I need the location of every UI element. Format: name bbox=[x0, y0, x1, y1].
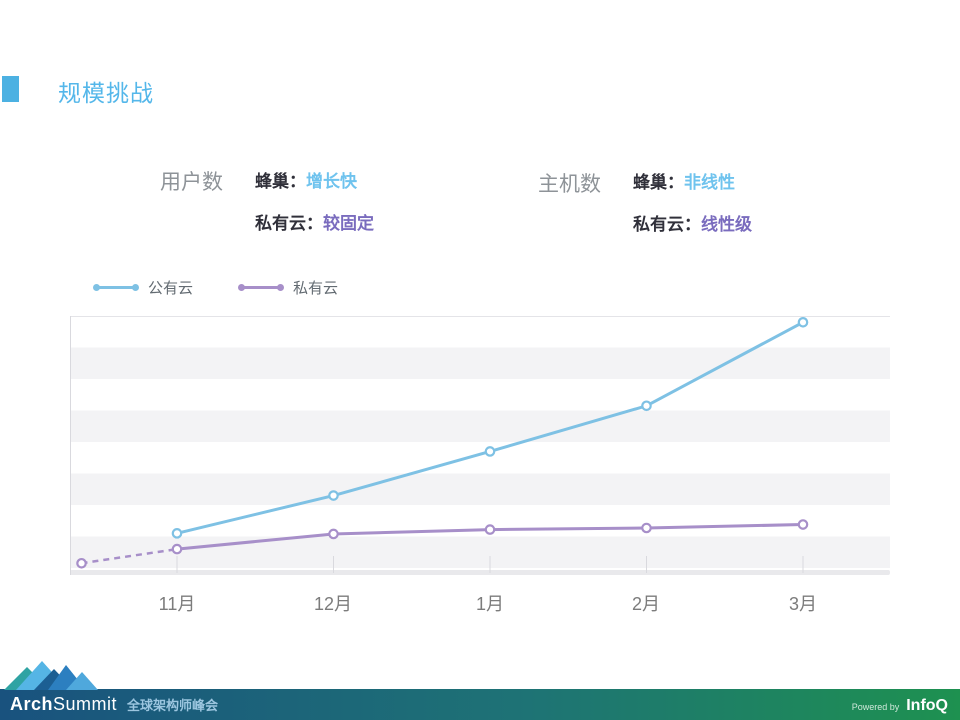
legend-line-marker bbox=[238, 283, 284, 292]
data-point-marker bbox=[641, 400, 652, 412]
legend-dot-icon bbox=[132, 283, 139, 291]
chart-grid-stripe bbox=[70, 410, 890, 442]
info-key: 蜂巢 bbox=[633, 173, 667, 192]
infoq-logo: InfoQ bbox=[906, 697, 948, 714]
info-value: 线性级 bbox=[701, 215, 752, 234]
info-value: 增长快 bbox=[306, 172, 357, 191]
hosts-count-rows: 蜂巢：非线性 私有云：线性级 bbox=[633, 168, 752, 252]
x-axis-baseline bbox=[70, 570, 890, 575]
x-axis-label: 12月 bbox=[313, 594, 353, 614]
data-point-marker bbox=[76, 557, 87, 569]
info-sep: ： bbox=[667, 173, 684, 192]
legend-label: 私有云 bbox=[293, 279, 339, 297]
x-axis-label: 11月 bbox=[158, 594, 196, 614]
data-point-marker bbox=[171, 543, 183, 555]
powered-by: Powered by InfoQ bbox=[852, 697, 948, 715]
chart-grid-stripe bbox=[70, 316, 890, 348]
footer-bar bbox=[0, 689, 960, 720]
chart-grid-stripe bbox=[70, 536, 890, 568]
users-count-rows: 蜂巢：增长快 私有云：较固定 bbox=[255, 167, 374, 251]
chart-grid-stripe bbox=[70, 442, 890, 474]
page-title: 规模挑战 bbox=[58, 80, 154, 106]
info-sep: ： bbox=[684, 215, 701, 234]
info-row-honeycomb-users: 蜂巢：增长快 bbox=[255, 167, 374, 192]
data-point-marker bbox=[641, 522, 652, 534]
data-point-marker bbox=[328, 490, 339, 501]
legend-line bbox=[240, 285, 282, 289]
footer-brand: Arch Summit 全球架构师峰会 bbox=[10, 694, 218, 715]
info-value: 非线性 bbox=[684, 173, 735, 192]
chart-grid-stripe bbox=[70, 473, 890, 505]
line-chart bbox=[70, 316, 890, 575]
users-count-heading: 用户数 bbox=[160, 171, 223, 194]
data-point-marker bbox=[328, 528, 339, 540]
archsummit-mountain-logo-icon bbox=[4, 661, 98, 690]
data-point-marker bbox=[797, 519, 809, 530]
series-leadin-dashed bbox=[81, 547, 178, 565]
legend-dot-icon bbox=[93, 283, 100, 291]
legend-item-private-cloud: 私有云 bbox=[238, 280, 338, 297]
chart-grid-stripe bbox=[70, 347, 890, 379]
legend-label: 公有云 bbox=[148, 279, 194, 297]
legend-item-public-cloud: 公有云 bbox=[93, 280, 193, 297]
info-row-private-cloud-hosts: 私有云：线性级 bbox=[633, 210, 752, 235]
x-axis-label: 3月 bbox=[788, 594, 817, 614]
info-key: 私有云 bbox=[633, 215, 684, 234]
x-axis-label: 1月 bbox=[475, 594, 504, 614]
info-sep: ： bbox=[289, 172, 306, 191]
data-point-marker bbox=[797, 317, 809, 328]
legend-dot-icon bbox=[238, 283, 245, 291]
title-accent-square bbox=[2, 76, 19, 102]
chart-grid-stripe bbox=[70, 379, 890, 411]
info-row-honeycomb-hosts: 蜂巢：非线性 bbox=[633, 168, 752, 193]
hosts-count-heading: 主机数 bbox=[538, 173, 601, 196]
info-row-private-cloud-users: 私有云：较固定 bbox=[255, 209, 374, 234]
legend-line-marker bbox=[93, 283, 139, 292]
brand-subtitle: 全球架构师峰会 bbox=[127, 698, 219, 713]
brand-name-rest: Summit bbox=[53, 694, 118, 714]
info-value: 较固定 bbox=[323, 214, 374, 233]
brand-name-bold: Arch bbox=[10, 694, 54, 714]
chart-grid-stripe bbox=[70, 505, 890, 537]
powered-by-text: Powered by bbox=[851, 702, 900, 712]
x-axis-label: 2月 bbox=[631, 594, 660, 614]
legend-dot-icon bbox=[277, 283, 284, 291]
info-sep: ： bbox=[306, 214, 323, 233]
data-point-marker bbox=[484, 524, 496, 535]
info-key: 蜂巢 bbox=[255, 172, 289, 191]
legend-line bbox=[95, 285, 137, 289]
data-point-marker bbox=[171, 528, 183, 539]
data-point-marker bbox=[484, 446, 496, 457]
info-key: 私有云 bbox=[255, 214, 306, 233]
